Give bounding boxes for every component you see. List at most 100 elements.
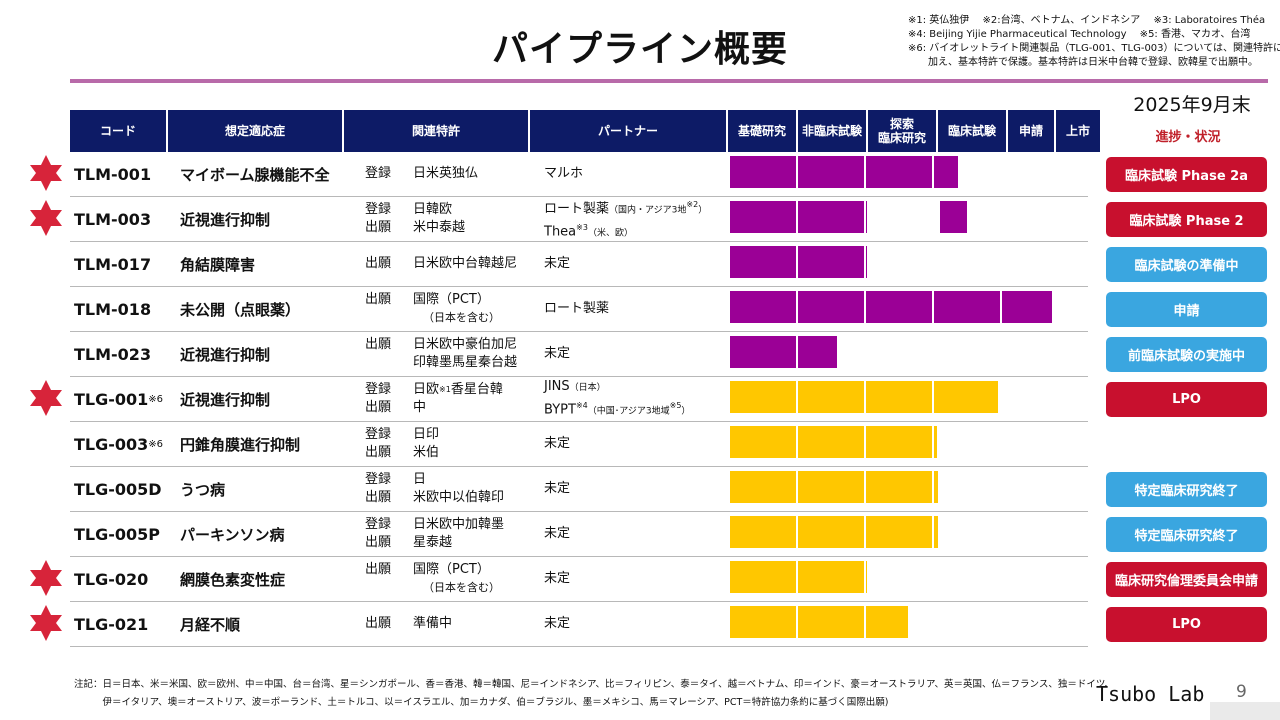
note-line: 加え、基本特許で保護。基本特許は日米中台韓で登録、欧韓星で出願中。: [908, 57, 1258, 68]
row-divider: [70, 421, 1088, 422]
status-badge: 特定臨床研究終了: [1106, 472, 1267, 507]
partner-footnote-mark: ※5: [669, 400, 682, 410]
patent-status: 出願: [365, 616, 392, 631]
row-divider: [70, 466, 1088, 467]
partner-line: JINS（日本）: [544, 378, 734, 397]
row-divider: [70, 601, 1088, 602]
partner-cell: 未定: [544, 422, 734, 466]
partner-line: ロート製薬: [544, 300, 734, 318]
partner-line: 未定: [544, 615, 734, 633]
patent-countries: 日米欧中台韓越尼: [413, 256, 518, 271]
progress-bar: [730, 606, 908, 638]
status-badge: LPO: [1106, 382, 1267, 417]
patent-countries: 星泰越: [413, 535, 453, 550]
patent-cell: 出願 国際（PCT） （日本を含む）: [365, 287, 530, 331]
patent-countries-extra: 香星台韓: [450, 382, 503, 397]
partner-region: （中国･アジア3地域: [587, 406, 670, 417]
patent-countries: 国際（PCT）: [413, 562, 490, 577]
table-row: TLM-003 近視進行抑制 登録 日韓欧 出願 米中泰越 ロート製薬（国内・アジア3地※2…: [30, 197, 1088, 242]
code-text: TLM-001: [74, 164, 152, 184]
partner-line: 未定: [544, 525, 734, 543]
footnote: 注記：日＝日本、米＝米国、欧＝欧州、中＝中国、台＝台湾、星＝シンガポール、香＝香…: [74, 676, 1114, 712]
partner-name: 未定: [544, 526, 571, 541]
progress-bar: [730, 381, 998, 413]
partner-cell: ロート製薬: [544, 287, 734, 331]
code-footnote-mark: ※6: [148, 438, 164, 450]
header-partner: パートナー: [530, 110, 728, 152]
partner-cell: JINS（日本） BYPT※4（中国･アジア3地域※5）: [544, 377, 734, 421]
patent-line: 出願 米伯: [365, 444, 530, 462]
patent-line: 登録 日米欧中加韓墨: [365, 516, 530, 534]
patent-line: 出願 星泰越: [365, 534, 530, 552]
header-launch: 上市: [1056, 110, 1100, 152]
star-icon: [29, 604, 63, 642]
patent-line: 登録 日: [365, 471, 530, 489]
patent-countries: 印韓墨馬星秦台越: [413, 355, 518, 370]
patent-cell: 登録 日米欧中加韓墨 出願 星泰越: [365, 512, 530, 556]
patent-line: 登録 日韓欧: [365, 201, 530, 219]
partner-name: ロート製薬: [544, 201, 610, 216]
row-divider: [70, 511, 1088, 512]
patent-cell: 登録 日出願 米欧中以伯韓印: [365, 467, 530, 511]
table-row: TLG-005P パーキンソン病 登録 日米欧中加韓墨 出願 星泰越 未定: [70, 512, 1088, 557]
partner-name: 未定: [544, 436, 571, 451]
partner-region: （日本）: [569, 382, 606, 393]
note-line: ※4: Beijing Yijie Pharmaceutical Technol…: [908, 29, 1251, 40]
patent-countries: 米欧中以伯韓印: [413, 490, 505, 505]
patent-status: 出願: [365, 256, 392, 271]
patent-line: 登録 日米英独仏: [365, 165, 530, 183]
progress-bar: [730, 291, 1052, 323]
header-basic-research: 基礎研究: [728, 110, 798, 152]
patent-cell: 出願 国際（PCT） （日本を含む）: [365, 557, 530, 601]
patent-countries: 日米欧中加韓墨: [413, 517, 505, 532]
patent-status: [365, 354, 413, 372]
progress-bar: [730, 516, 938, 548]
status-badge: LPO: [1106, 607, 1267, 642]
code-text: TLG-005D: [74, 479, 162, 499]
patent-cell: 登録 日欧 ※1 香星台韓 出願 中: [365, 377, 530, 421]
partner-footnote-mark: ※2: [686, 199, 699, 209]
patent-countries: 日韓欧: [413, 202, 453, 217]
indication: 月経不順: [180, 615, 241, 634]
partner-cell: 未定: [544, 512, 734, 556]
indication: 角結膜障害: [180, 255, 256, 274]
patent-status: 出願: [365, 535, 392, 550]
patent-line: 登録 日欧 ※1 香星台韓: [365, 381, 530, 399]
patent-line: 登録 日印: [365, 426, 530, 444]
partner-line: 未定: [544, 480, 734, 498]
table-row: TLG-020 網膜色素変性症 出願 国際（PCT） （日本を含む） 未定: [30, 557, 1088, 602]
patent-line: 出願 日米欧中豪伯加尼: [365, 336, 530, 354]
footnote-line: 伊＝イタリア、墺＝オーストリア、波＝ポーランド、土＝トルコ、以＝イスラエル、加＝…: [74, 697, 889, 708]
product-code: TLG-005P: [74, 512, 160, 556]
patent-line: 出願 国際（PCT）: [365, 561, 530, 579]
patent-countries: 米伯: [413, 445, 440, 460]
patent-status: 登録: [365, 472, 392, 487]
partner-name: 未定: [544, 571, 571, 586]
partner-name: 未定: [544, 346, 571, 361]
partner-name: 未定: [544, 256, 571, 271]
patent-cell: 登録 日米英独仏: [365, 152, 530, 196]
progress-bar: [730, 336, 837, 368]
partner-name: BYPT: [544, 402, 576, 418]
patent-status: 出願: [365, 445, 392, 460]
star-icon: [29, 379, 63, 417]
product-code: TLM-001: [74, 152, 151, 196]
code-text: TLG-005P: [74, 524, 161, 544]
partner-cell: 未定: [544, 602, 734, 646]
status-badge: 前臨床試験の実施中: [1106, 337, 1267, 372]
patent-note: （日本を含む）: [423, 581, 500, 594]
code-text: TLG-003: [74, 434, 149, 454]
header-indication: 想定適応症: [168, 110, 344, 152]
row-divider: [70, 376, 1088, 377]
table-row: TLG-001 ※6 近視進行抑制 登録 日欧 ※1 香星台韓 出願中 JINS（日本） BYPT…: [30, 377, 1088, 422]
status-badge: 特定臨床研究終了: [1106, 517, 1267, 552]
status-badge: 臨床試験の準備中: [1106, 247, 1267, 282]
patent-status: 登録: [365, 427, 392, 442]
partner-cell: 未定: [544, 332, 734, 376]
patent-cell: 出願 日米欧中豪伯加尼 印韓墨馬星秦台越: [365, 332, 530, 376]
patent-cell: 出願 日米欧中台韓越尼: [365, 242, 530, 286]
patent-status: 出願: [365, 562, 392, 577]
product-code: TLG-001 ※6: [74, 377, 163, 421]
progress-bar: [730, 246, 867, 278]
partner-name: マルホ: [544, 166, 584, 181]
